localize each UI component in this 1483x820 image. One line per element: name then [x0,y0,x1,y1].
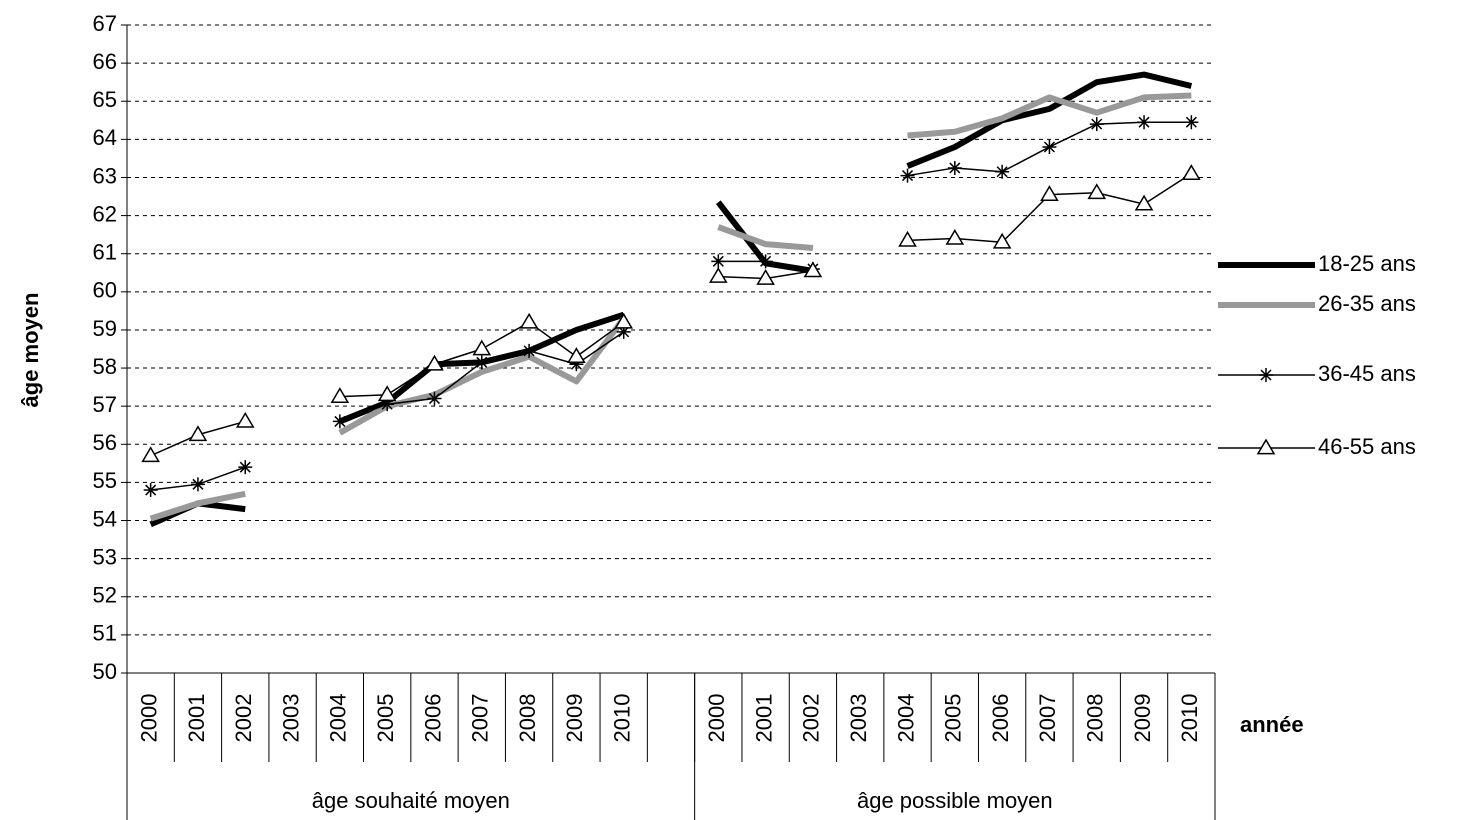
y-tick-label: 55 [93,468,117,493]
marker-star [190,477,205,492]
y-tick-label: 52 [93,583,117,608]
y-tick-label: 64 [93,125,117,150]
x-tick-label: 2010 [610,694,635,743]
x-tick-label: 2001 [184,694,209,743]
x-tick-label: 2000 [704,694,729,743]
x-tick-label: 2004 [893,694,918,743]
y-tick-label: 61 [93,240,117,265]
marker-star [711,254,726,269]
marker-star [380,397,395,412]
series-line [149,71,1193,528]
y-tick-label: 66 [93,49,117,74]
legend-label: 36-45 ans [1318,361,1416,386]
x-tick-label: 2002 [799,694,824,743]
y-tick-label: 60 [93,278,117,303]
marker-star [1089,117,1104,132]
x-tick-label: 2009 [562,694,587,743]
marker-star [616,324,631,339]
x-axis-label: année [1240,712,1304,737]
y-tick-label: 56 [93,430,117,455]
marker-star [758,254,773,269]
x-tick-label: 2010 [1177,694,1202,743]
legend-label: 46-55 ans [1318,434,1416,459]
marker-star [995,164,1010,179]
marker-triangle [945,228,965,245]
y-tick-label: 63 [93,163,117,188]
marker-star [522,343,537,358]
y-axis-label: âge moyen [18,293,43,408]
marker-star [1042,139,1057,154]
marker-triangle [708,267,728,283]
group-label: âge possible moyen [857,788,1053,813]
marker-triangle [898,230,917,247]
marker-triangle [472,339,492,356]
x-tick-label: 2007 [1035,694,1060,743]
marker-star [1184,115,1199,130]
x-tick-label: 2005 [373,694,398,743]
marker-triangle [141,446,160,463]
x-tick-label: 2006 [988,694,1013,743]
x-tick-label: 2006 [420,694,445,743]
marker-star [947,160,962,175]
x-tick-label: 2001 [751,694,776,743]
marker-triangle [1134,194,1154,211]
x-tick-label: 2005 [941,694,966,743]
x-tick-label: 2002 [231,694,256,743]
legend-label: 18-25 ans [1318,251,1416,276]
x-tick-label: 2007 [468,694,493,743]
marker-triangle [377,385,397,402]
marker-triangle [425,354,444,371]
marker-triangle [1040,185,1059,201]
x-tick-label: 2009 [1130,694,1155,743]
group-label: âge souhaité moyen [312,788,510,813]
x-tick-label: 2003 [846,694,871,743]
series-line [149,92,1192,522]
marker-star [332,414,347,429]
marker-star [238,460,253,475]
marker-star [1137,115,1152,130]
marker-triangle [614,312,634,329]
x-tick-label: 2004 [326,694,351,743]
marker-triangle [756,269,775,285]
marker-triangle [803,261,823,278]
marker-triangle [330,387,350,403]
marker-star [569,357,584,372]
marker-star [474,355,489,370]
y-tick-label: 62 [93,201,117,226]
marker-triangle [519,312,539,329]
y-tick-label: 57 [93,392,117,417]
y-tick-label: 53 [93,544,117,569]
marker-triangle [1256,438,1276,455]
marker-star [143,483,158,498]
y-tick-label: 51 [93,621,117,646]
x-tick-label: 2000 [136,694,161,743]
y-tick-label: 59 [93,316,117,341]
legend-label: 26-35 ans [1318,291,1416,316]
marker-triangle [1182,164,1201,181]
marker-star [1259,368,1273,382]
marker-triangle [188,425,208,442]
x-tick-label: 2008 [1083,694,1108,743]
x-tick-label: 2003 [278,694,303,743]
x-tick-label: 2008 [515,694,540,743]
y-tick-label: 54 [93,506,117,531]
marker-triangle [235,411,255,428]
marker-triangle [567,347,586,363]
marker-star [900,168,915,183]
y-tick-label: 65 [93,87,117,112]
y-tick-label: 50 [93,659,117,684]
marker-triangle [992,232,1012,249]
y-tick-label: 67 [93,11,117,36]
y-tick-label: 58 [93,354,117,379]
marker-star [427,391,442,406]
marker-triangle [1087,183,1107,200]
